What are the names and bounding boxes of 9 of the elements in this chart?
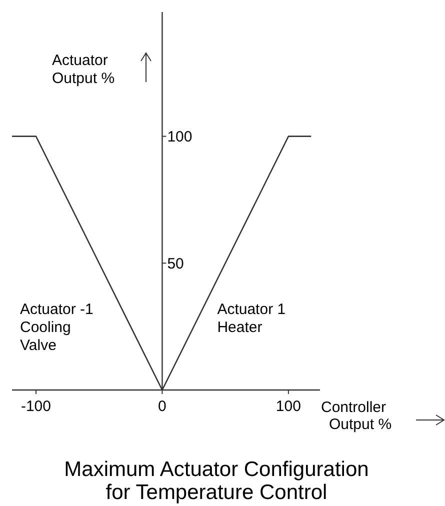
x-axis-title: Controller Output % bbox=[321, 399, 392, 433]
text: Maximum Actuator Configuration for Temperature Control bbox=[64, 458, 369, 504]
x-tick-label: 100 bbox=[276, 398, 301, 415]
y-axis-title: Actuator Output % bbox=[52, 52, 115, 87]
series-label: Actuator -1 Cooling Valve bbox=[20, 300, 94, 354]
y-tick-label: 50 bbox=[167, 255, 184, 272]
x-tick-label: 0 bbox=[158, 398, 166, 415]
series-label: Actuator 1 Heater bbox=[217, 300, 286, 336]
x-tick-label: -100 bbox=[20, 398, 51, 415]
